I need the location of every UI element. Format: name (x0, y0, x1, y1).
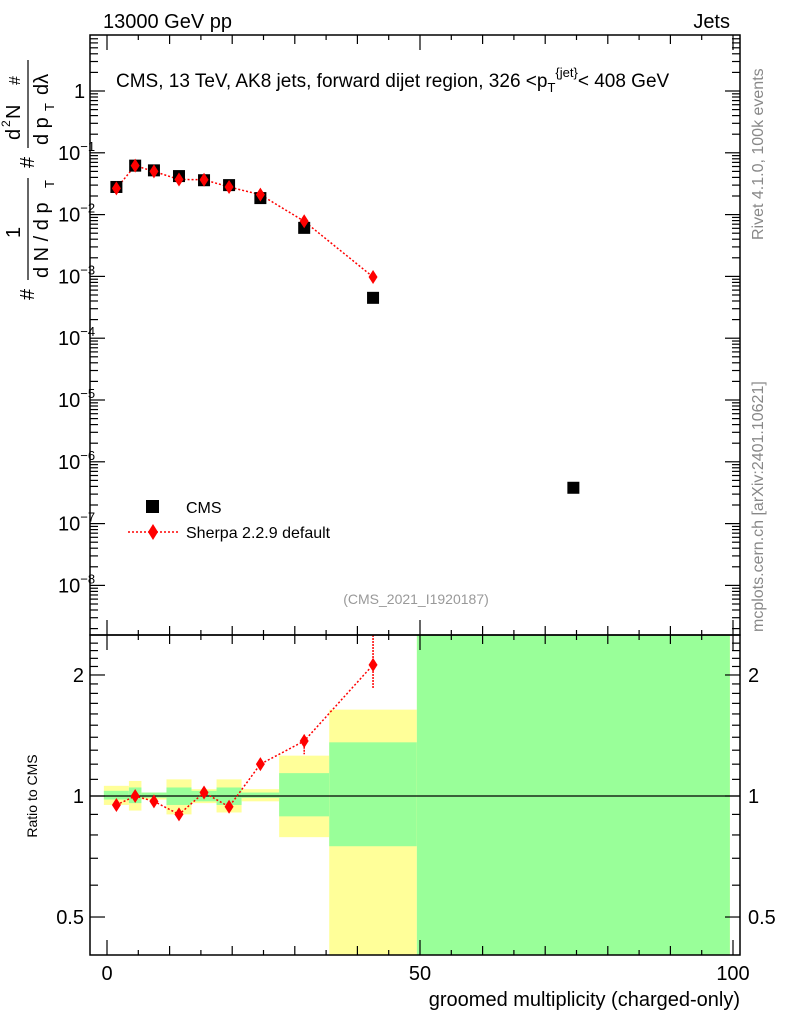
legend-sherpa-label: Sherpa 2.2.9 default (186, 525, 331, 542)
svg-text:1: 1 (3, 227, 25, 238)
stat-uncertainty-band (279, 773, 330, 817)
sherpa-point (224, 179, 234, 194)
sherpa-point (111, 181, 121, 196)
y-tick-label: 10−1 (58, 139, 95, 165)
main-axis-ticks (90, 35, 740, 635)
svg-text:N: N (3, 105, 25, 119)
mcplots-label: mcplots.cern.ch [arXiv:2401.10621] (750, 381, 767, 632)
ratio-y-tick-label: 1 (748, 786, 759, 808)
legend-cms-label: CMS (186, 500, 222, 517)
svg-text:T: T (42, 180, 57, 188)
sherpa-point (149, 164, 159, 179)
sherpa-point (174, 172, 184, 187)
x-tick-label: 50 (409, 963, 431, 985)
y-tick-label: 10−7 (58, 510, 95, 536)
sherpa-line (115, 164, 374, 278)
main-frame (89, 34, 741, 636)
data-marks (110, 158, 580, 822)
svg-text:2: 2 (0, 120, 13, 127)
main-y-label: # 1 d N / d p T # d 2 N # d p T dλ (0, 60, 57, 300)
svg-text:T: T (42, 103, 57, 111)
cms-point (367, 291, 380, 304)
plot-title: CMS, 13 TeV, AK8 jets, forward dijet reg… (116, 65, 670, 95)
stat-uncertainty-band (416, 635, 730, 955)
ratio-frame (89, 634, 741, 956)
y-tick-label: 10−3 (58, 262, 95, 288)
svg-text:#: # (7, 76, 24, 85)
header-left: 13000 GeV pp (103, 11, 232, 33)
ratio-bands (103, 635, 730, 955)
x-tick-label: 0 (101, 963, 112, 985)
ratio-y-tick-label: 2 (748, 665, 759, 687)
header-right: Jets (693, 11, 730, 33)
svg-text:dλ: dλ (31, 74, 53, 95)
y-tick-label: 10−8 (58, 571, 95, 597)
y-tick-label: 10−6 (58, 448, 95, 474)
sherpa-point (199, 172, 209, 187)
sherpa-ratio-point (224, 799, 234, 814)
ratio-y-tick-label: 0.5 (56, 907, 84, 929)
sherpa-point (255, 187, 265, 202)
stat-uncertainty-band (241, 792, 280, 798)
ratio-y-tick-label: 1 (73, 786, 84, 808)
legend: CMS Sherpa 2.2.9 default (128, 500, 331, 542)
rivet-version-label: Rivet 4.1.0, 100k events (750, 68, 767, 240)
svg-text:d: d (3, 129, 25, 140)
sherpa-ratio-point (368, 657, 378, 672)
y-tick-label: 1 (74, 81, 85, 103)
y-tick-label: 10−4 (58, 324, 95, 350)
sherpa-ratio-point (299, 734, 309, 749)
legend-sherpa-marker (148, 524, 158, 540)
svg-text:#: # (17, 156, 39, 168)
sherpa-point (130, 158, 140, 173)
sherpa-ratio-point (111, 797, 121, 812)
sherpa-ratio-point (199, 785, 209, 800)
ratio-y-label: Ratio to CMS (24, 754, 40, 837)
sherpa-point (299, 214, 309, 229)
stat-uncertainty-band (103, 790, 129, 800)
sherpa-ratio-point (174, 807, 184, 822)
ratio-y-tick-label: 2 (73, 665, 84, 687)
x-axis-label: groomed multiplicity (charged-only) (429, 989, 740, 1011)
y-tick-label: 10−5 (58, 386, 95, 412)
cms-point (567, 481, 580, 494)
sherpa-ratio-point (130, 789, 140, 803)
ratio-y-tick-label: 0.5 (748, 907, 776, 929)
sherpa-ratio-point (255, 757, 265, 772)
y-tick-label: 10−2 (58, 201, 95, 227)
svg-text:d p: d p (31, 117, 53, 145)
sherpa-point (368, 269, 378, 284)
svg-text:d N / d p: d N / d p (31, 202, 53, 278)
stat-uncertainty-band (329, 742, 417, 847)
sherpa-ratio-point (149, 794, 159, 809)
analysis-id: (CMS_2021_I1920187) (343, 591, 489, 607)
svg-text:#: # (17, 288, 39, 300)
x-tick-label: 100 (716, 963, 749, 985)
legend-cms-marker (146, 500, 159, 513)
